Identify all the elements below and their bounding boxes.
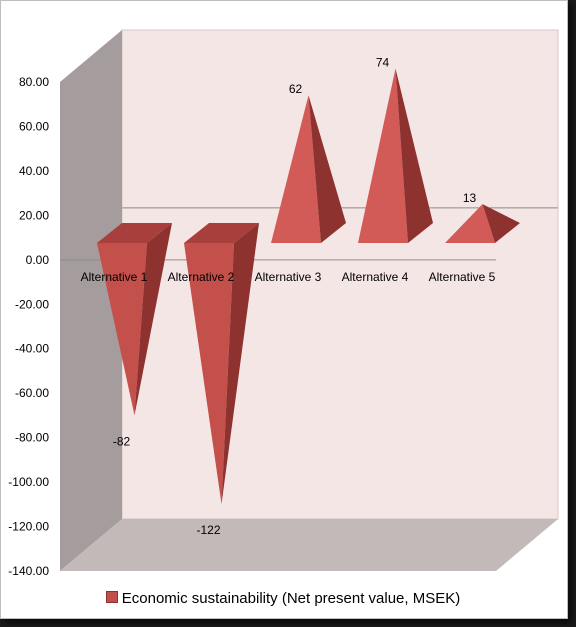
y-tick-label: -40.00 xyxy=(15,342,49,356)
data-label: -82 xyxy=(113,434,131,448)
category-label: Alternative 1 xyxy=(81,270,148,284)
y-tick-label: 0.00 xyxy=(26,253,50,267)
bar-front-face xyxy=(271,95,321,243)
legend-label: Economic sustainability (Net present val… xyxy=(121,590,461,607)
y-tick-label: -60.00 xyxy=(15,386,49,400)
data-label: 13 xyxy=(463,191,477,205)
data-label: 74 xyxy=(376,56,390,70)
bar-side-face xyxy=(134,223,172,416)
y-tick-label: -120.00 xyxy=(8,520,49,534)
data-label: 62 xyxy=(289,82,303,96)
category-label: Alternative 4 xyxy=(342,270,409,284)
category-label: Alternative 3 xyxy=(255,270,322,284)
bar-side-face xyxy=(221,223,259,505)
y-tick-label: 80.00 xyxy=(19,75,49,89)
legend-swatch xyxy=(105,591,118,603)
bar-front-face xyxy=(445,204,495,243)
bar-side-face xyxy=(308,95,346,243)
y-tick-label: -80.00 xyxy=(15,431,49,445)
bar-front-face xyxy=(97,243,147,416)
y-tick-label: 60.00 xyxy=(19,119,49,133)
data-label: -122 xyxy=(196,523,220,537)
y-tick-label: -140.00 xyxy=(8,564,49,578)
y-tick-label: -20.00 xyxy=(15,297,49,311)
category-label: Alternative 5 xyxy=(429,270,496,284)
bar-front-face xyxy=(358,68,408,243)
bar-side-face xyxy=(395,68,433,243)
y-tick-label: 40.00 xyxy=(19,164,49,178)
floor xyxy=(60,519,558,571)
category-label: Alternative 2 xyxy=(168,270,235,284)
bar-side-face xyxy=(482,204,520,243)
chart-legend: Economic sustainability (Net present val… xyxy=(0,590,566,607)
y-tick-label: -100.00 xyxy=(8,475,49,489)
y-tick-label: 20.00 xyxy=(19,208,49,222)
pyramid-chart: 80.00 60.00 40.00 20.00 0.00 -20.00 -40.00 -60.… xyxy=(8,29,559,578)
side-wall xyxy=(60,30,122,571)
bar-front-face xyxy=(184,243,234,505)
